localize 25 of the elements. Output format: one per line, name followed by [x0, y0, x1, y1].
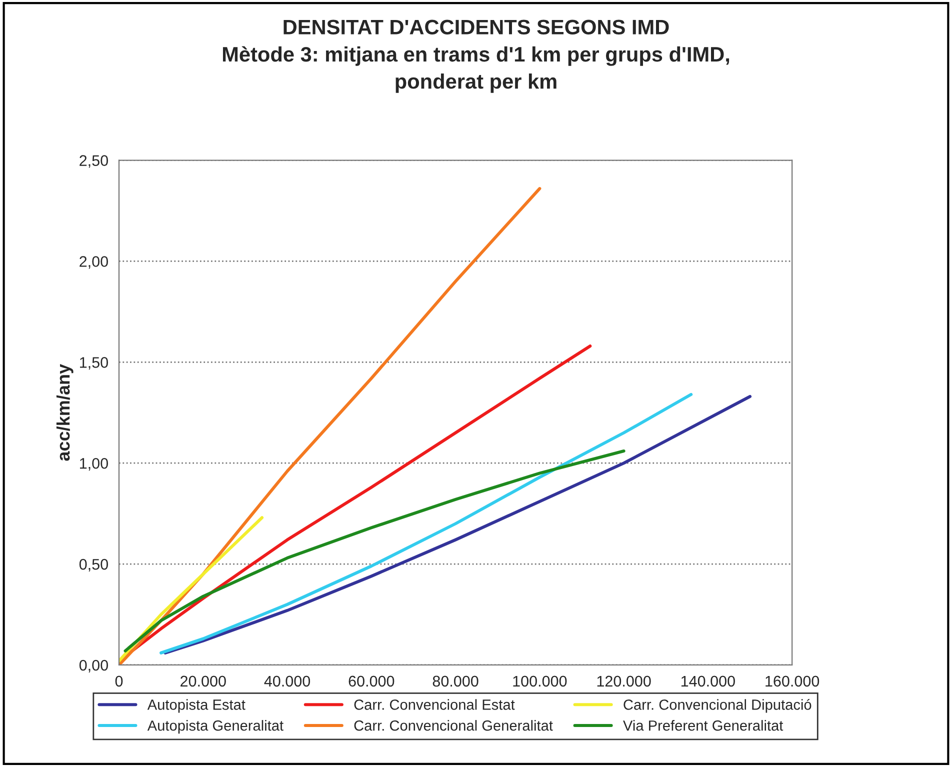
legend-label: Carr. Convencional Diputació [624, 698, 812, 713]
x-tick-label: 120.000 [597, 676, 651, 687]
x-tick-label: 60.000 [348, 676, 394, 687]
y-axis-title: acc/km/any [56, 364, 74, 461]
legend-label: Carr. Convencional Generalitat [354, 720, 553, 731]
line-series [119, 187, 542, 665]
legend-label: Carr. Convencional Estat [354, 699, 515, 710]
x-tick-label: 160.000 [766, 676, 820, 687]
x-tick-label: 80.000 [432, 676, 478, 687]
y-tick-label: 2,50 [80, 155, 108, 168]
legend-label: Autopista Generalitat [147, 720, 284, 734]
y-tick-label: 0,00 [79, 660, 108, 672]
legend-label: Via Preferent Generalitat [623, 720, 784, 731]
chart-title: DENSITAT D'ACCIDENTS SEGONS IMD Mètode 3: mitjana en trams d'1 km per grups d'IMD, ponderat per km [222, 20, 730, 93]
y-tick-label: 1,50 [80, 357, 108, 370]
y-tick-label: 1,00 [80, 458, 108, 471]
line-series [124, 449, 626, 652]
x-tick-label: 40.000 [264, 676, 310, 687]
legend-label: Autopista Estat [147, 699, 246, 713]
y-tick-label: 2,00 [80, 256, 108, 269]
x-tick-label: 20.000 [180, 676, 226, 687]
x-tick-label: 140.000 [681, 676, 735, 687]
y-tick-label: 0,50 [79, 558, 108, 572]
x-tick-label: 0 [115, 676, 123, 687]
x-tick-label: 100.000 [513, 676, 567, 687]
